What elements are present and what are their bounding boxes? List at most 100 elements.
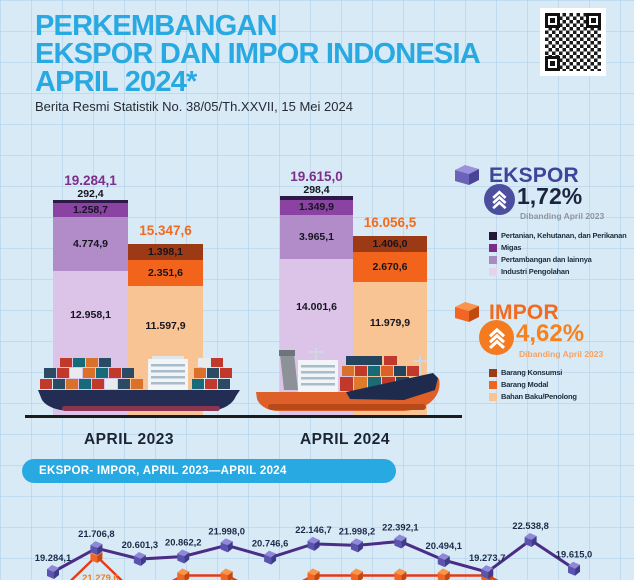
bar-segment: [53, 203, 128, 218]
bar-segment: [53, 199, 128, 204]
release-subtitle: Berita Resmi Statistik No. 38/05/Th.XXVI…: [35, 99, 353, 114]
ekspor-legend: Pertanian, Kehutanan, dan Perikanan Migas…: [489, 231, 634, 279]
bar-segment: [128, 260, 203, 287]
impor-heading: IMPOR: [489, 301, 559, 324]
container-ship-2023-illustration: [38, 356, 240, 411]
impor-compare-note: Dibanding April 2023: [519, 349, 604, 359]
qr-finder-icon: [545, 13, 560, 28]
legend-label: Pertambangan dan lainnya: [501, 255, 592, 264]
cube-marker-icon: [177, 568, 190, 580]
cube-marker-icon: [307, 536, 320, 551]
legend-item: Pertambangan dan lainnya: [489, 255, 634, 264]
bar-segment-label: 11.597,9: [145, 319, 186, 332]
cube-marker-icon: [481, 565, 494, 580]
ekspor-point-label: 22.538,8: [512, 520, 549, 531]
bar-segment-label: 1.398,1: [147, 246, 184, 259]
legend-label: Bahan Baku/Penolong: [501, 392, 577, 401]
cube-marker-icon: [350, 538, 363, 553]
ekspor-impor-line-chart: 19.284,1 21.706,8 20.601,3 20.862,2 21.998,0…: [35, 520, 592, 580]
impor-percent: 4,62%: [516, 320, 585, 347]
legend-swatch: [489, 380, 497, 389]
ekspor-percent: 1,72%: [517, 183, 583, 209]
section-banner: EKSPOR- IMPOR, APRIL 2023—APRIL 2024: [22, 459, 396, 483]
ekspor-increase-icon: [484, 184, 515, 215]
bar-segment-label: 12.958,1: [70, 308, 111, 321]
legend-swatch: [489, 231, 497, 240]
legend-label: Pertanian, Kehutanan, dan Perikanan: [501, 231, 627, 240]
cube-marker-icon: [133, 552, 146, 567]
ekspor-point-label: 22.392,1: [382, 521, 419, 532]
ship-bow: [346, 373, 438, 400]
ekspor-compare-note: Dibanding April 2023: [520, 211, 605, 221]
ship-hull: [38, 390, 240, 411]
bar-segment: [353, 252, 427, 283]
ship-hull-stripe: [268, 404, 426, 410]
ekspor-point-label: 19.273,7: [469, 552, 506, 563]
ship-hull-stripe: [62, 406, 220, 411]
cube-marker-icon: [350, 568, 363, 580]
cube-marker-icon: [568, 561, 581, 576]
cube-marker-icon: [220, 568, 233, 580]
ekspor-point-label: 20.862,2: [165, 536, 202, 547]
bar-segment: [280, 214, 353, 260]
legend-swatch: [489, 267, 497, 276]
legend-label: Barang Konsumsi: [501, 368, 563, 377]
legend-label: Industri Pengolahan: [501, 267, 570, 276]
cube-marker-icon: [47, 565, 59, 579]
cube-marker-icon: [437, 553, 450, 568]
bar-total-label: 19.615,0: [290, 169, 343, 185]
bar-segment-label: 1.406,0: [372, 238, 408, 251]
category-label-april-2023: APRIL 2023: [83, 431, 174, 448]
bar-segment: [53, 217, 128, 272]
ship-superstructure: [148, 356, 188, 390]
impor-legend: Barang Konsumsi Barang Modal Bahan Baku/Pe…: [489, 368, 634, 404]
bar-segment-label: 3.965,1: [298, 231, 335, 244]
ship-superstructure: [298, 360, 338, 392]
bar-segment: [280, 199, 353, 215]
cube-marker-icon: [394, 568, 407, 580]
bar-segment: [353, 236, 427, 253]
impor-point-label: 21.279,6: [82, 572, 119, 580]
legend-item: Barang Konsumsi: [489, 368, 634, 377]
bar-total-label: 19.284,1: [64, 172, 117, 188]
cube-marker-icon: [177, 549, 190, 564]
ekspor-point-label: 19.284,1: [35, 552, 72, 563]
legend-swatch: [489, 392, 497, 401]
cube-marker-icon: [90, 541, 103, 556]
ship-masts: [309, 348, 427, 378]
legend-label: Barang Modal: [501, 380, 549, 389]
bar-segment-label: 298,4: [303, 184, 330, 197]
title-line-3: APRIL 2024*: [35, 66, 197, 98]
ship-chimney: [279, 350, 298, 390]
ekspor-point-label: 20.601,3: [122, 539, 159, 550]
impor-increase-icon: [479, 320, 514, 355]
bar-segment-label: 2.351,6: [147, 267, 184, 280]
ship-containers: [40, 358, 232, 389]
legend-label: Migas: [501, 243, 522, 252]
ekspor-point-label: 21.706,8: [78, 528, 115, 539]
ekspor-point-label: 21.998,0: [208, 525, 245, 536]
ekspor-point-label: 21.998,2: [339, 525, 376, 536]
page-title: PERKEMBANGAN EKSPOR DAN IMPOR INDONESIA …: [35, 12, 481, 98]
cube-marker-icon: [524, 533, 537, 548]
ekspor-container-icon: [455, 165, 479, 185]
cube-marker-icon: [394, 534, 407, 549]
legend-swatch: [489, 243, 497, 252]
cube-marker-icon: [437, 568, 450, 580]
legend-item: Industri Pengolahan: [489, 267, 634, 276]
category-label-april-2024: APRIL 2024: [299, 431, 390, 448]
container-ship-2024-illustration: [256, 348, 440, 411]
ekspor-point-label: 20.746,6: [252, 538, 289, 549]
ekspor-heading: EKSPOR: [489, 164, 579, 187]
bar-segment-label: 292,4: [77, 187, 104, 200]
ekspor-point-label: 20.494,1: [426, 540, 463, 551]
legend-item: Bahan Baku/Penolong: [489, 392, 634, 401]
bar-total-label: 15.347,6: [139, 223, 192, 239]
legend-item: Pertanian, Kehutanan, dan Perikanan: [489, 231, 634, 240]
bar-segment-label: 11.979,9: [369, 316, 411, 329]
legend-item: Migas: [489, 243, 634, 252]
qr-code: [540, 8, 606, 76]
qr-finder-icon: [586, 13, 601, 28]
cube-marker-icon: [307, 568, 320, 580]
